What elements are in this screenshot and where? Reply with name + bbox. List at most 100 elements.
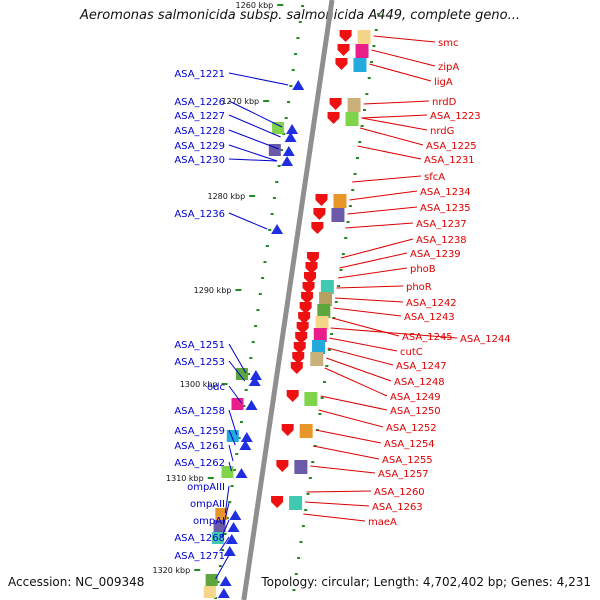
reverse-gene-arrow[interactable] [249, 370, 262, 380]
left-gene-label[interactable]: ASA_1251 [174, 340, 225, 351]
reverse-gene-arrow[interactable] [239, 440, 252, 450]
gene-box[interactable] [319, 292, 333, 306]
forward-gene-arrow[interactable] [329, 98, 342, 110]
gene-box[interactable] [215, 508, 228, 520]
gene-box[interactable] [357, 30, 371, 44]
right-gene-label[interactable]: ASA_1235 [420, 203, 471, 214]
gene-box[interactable] [231, 398, 244, 410]
forward-gene-arrow[interactable] [293, 342, 306, 354]
right-gene-label[interactable]: maeA [368, 517, 397, 528]
forward-gene-arrow[interactable] [315, 194, 328, 206]
forward-gene-arrow[interactable] [286, 390, 299, 402]
right-gene-label[interactable]: zipA [438, 62, 459, 73]
reverse-gene-arrow[interactable] [235, 468, 248, 478]
right-gene-label[interactable]: ASA_1231 [424, 155, 475, 166]
right-gene-label[interactable]: ASA_1244 [460, 334, 511, 345]
reverse-gene-arrow[interactable] [229, 510, 242, 520]
gene-box[interactable] [353, 58, 367, 72]
reverse-gene-arrow[interactable] [217, 588, 230, 598]
reverse-gene-arrow[interactable] [240, 432, 253, 442]
reverse-gene-arrow[interactable] [271, 224, 284, 234]
right-gene-label[interactable]: ASA_1249 [390, 392, 441, 403]
gene-box[interactable] [347, 98, 361, 112]
forward-gene-arrow[interactable] [290, 362, 303, 374]
right-gene-label[interactable]: phoR [406, 282, 432, 293]
reverse-gene-arrow[interactable] [292, 80, 305, 90]
left-gene-label[interactable]: ompAI [193, 516, 225, 527]
left-gene-label[interactable]: ASA_1253 [174, 357, 225, 368]
gene-box[interactable] [320, 280, 334, 294]
gene-box[interactable] [313, 328, 327, 342]
reverse-gene-arrow[interactable] [227, 522, 240, 532]
forward-gene-arrow[interactable] [298, 312, 311, 324]
left-gene-label[interactable]: ompAII [190, 499, 225, 510]
forward-gene-arrow[interactable] [276, 460, 289, 472]
forward-gene-arrow[interactable] [306, 252, 319, 264]
left-gene-label[interactable]: ASA_1221 [174, 69, 225, 80]
right-gene-label[interactable]: nrdG [430, 126, 454, 137]
left-gene-label[interactable]: ASA_1236 [174, 209, 225, 220]
right-gene-label[interactable]: ASA_1263 [372, 502, 423, 513]
right-gene-label[interactable]: ASA_1248 [394, 377, 445, 388]
forward-gene-arrow[interactable] [305, 262, 318, 274]
forward-gene-arrow[interactable] [281, 424, 294, 436]
right-gene-label[interactable]: nrdD [432, 97, 457, 108]
forward-gene-arrow[interactable] [313, 208, 326, 220]
gene-box[interactable] [333, 194, 347, 208]
gene-box[interactable] [211, 532, 224, 544]
gene-box[interactable] [205, 574, 218, 586]
left-gene-label[interactable]: ASA_1261 [174, 441, 225, 452]
reverse-gene-arrow[interactable] [286, 124, 299, 134]
gene-box[interactable] [203, 586, 216, 598]
gene-box[interactable] [294, 460, 308, 474]
right-gene-label[interactable]: cutC [400, 347, 423, 358]
right-gene-label[interactable]: ASA_1254 [384, 439, 435, 450]
left-gene-label[interactable]: ASA_1227 [174, 111, 225, 122]
gene-box[interactable] [312, 340, 326, 354]
right-gene-label[interactable]: ASA_1223 [430, 111, 481, 122]
gene-box[interactable] [268, 144, 281, 156]
gene-box[interactable] [304, 392, 318, 406]
right-gene-label[interactable]: ligA [434, 77, 453, 88]
forward-gene-arrow[interactable] [295, 332, 308, 344]
left-gene-label[interactable]: ASA_1229 [174, 141, 225, 152]
gene-box[interactable] [315, 316, 329, 330]
right-gene-label[interactable]: ASA_1234 [420, 187, 471, 198]
forward-gene-arrow[interactable] [292, 352, 305, 364]
reverse-gene-arrow[interactable] [284, 132, 297, 142]
gene-box[interactable] [213, 520, 226, 532]
right-gene-label[interactable]: ASA_1243 [404, 312, 455, 323]
reverse-gene-arrow[interactable] [281, 156, 294, 166]
right-gene-label[interactable]: ASA_1238 [416, 235, 467, 246]
left-gene-label[interactable]: odc [207, 382, 225, 393]
right-gene-label[interactable]: ASA_1225 [426, 141, 477, 152]
gene-box[interactable] [317, 304, 331, 318]
right-gene-label[interactable]: ASA_1255 [382, 455, 433, 466]
gene-box[interactable] [331, 208, 345, 222]
left-gene-label[interactable]: ASA_1271 [174, 551, 225, 562]
right-gene-label[interactable]: ASA_1257 [378, 469, 429, 480]
forward-gene-arrow[interactable] [337, 44, 350, 56]
right-gene-label[interactable]: ASA_1260 [374, 487, 425, 498]
right-gene-label[interactable]: smc [438, 38, 458, 49]
right-gene-label[interactable]: ASA_1245 [402, 332, 453, 343]
gene-box[interactable] [310, 352, 324, 366]
reverse-gene-arrow[interactable] [248, 376, 261, 386]
right-gene-label[interactable]: ASA_1242 [406, 298, 457, 309]
forward-gene-arrow[interactable] [302, 282, 315, 294]
left-gene-label[interactable]: ASA_1258 [174, 406, 225, 417]
reverse-gene-arrow[interactable] [225, 534, 238, 544]
gene-box[interactable] [299, 424, 313, 438]
right-gene-label[interactable]: ASA_1239 [410, 249, 461, 260]
gene-box[interactable] [272, 122, 285, 134]
right-gene-label[interactable]: sfcA [424, 172, 445, 183]
forward-gene-arrow[interactable] [335, 58, 348, 70]
forward-gene-arrow[interactable] [311, 222, 324, 234]
right-gene-label[interactable]: ASA_1250 [390, 406, 441, 417]
forward-gene-arrow[interactable] [299, 302, 312, 314]
reverse-gene-arrow[interactable] [282, 146, 295, 156]
forward-gene-arrow[interactable] [339, 30, 352, 42]
gene-box[interactable] [289, 496, 303, 510]
forward-gene-arrow[interactable] [271, 496, 284, 508]
gene-box[interactable] [355, 44, 369, 58]
